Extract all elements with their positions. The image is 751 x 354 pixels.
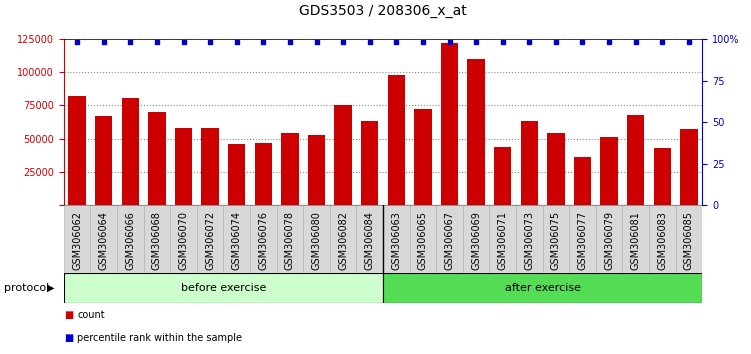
Text: GSM306063: GSM306063 <box>391 211 401 270</box>
Bar <box>330 205 357 273</box>
Text: ▶: ▶ <box>47 282 54 293</box>
Bar <box>255 143 272 205</box>
Bar <box>95 116 113 205</box>
Bar <box>649 205 676 273</box>
Bar <box>520 121 538 205</box>
Text: GSM306062: GSM306062 <box>72 211 82 270</box>
Text: ■: ■ <box>64 310 73 320</box>
Bar <box>201 128 219 205</box>
Bar <box>308 135 325 205</box>
Bar <box>676 205 702 273</box>
Bar <box>361 121 379 205</box>
Bar <box>623 205 649 273</box>
Bar <box>680 130 698 205</box>
Text: GSM306073: GSM306073 <box>524 211 534 270</box>
Bar <box>574 158 591 205</box>
Text: GSM306080: GSM306080 <box>312 211 321 270</box>
Text: GSM306083: GSM306083 <box>657 211 668 270</box>
Text: GSM306076: GSM306076 <box>258 211 268 270</box>
Bar <box>282 133 299 205</box>
Text: percentile rank within the sample: percentile rank within the sample <box>77 333 243 343</box>
Bar <box>224 205 250 273</box>
Bar <box>117 205 143 273</box>
Bar <box>122 97 139 205</box>
Text: GSM306077: GSM306077 <box>578 211 587 270</box>
Text: GSM306070: GSM306070 <box>179 211 189 270</box>
Bar <box>228 144 246 205</box>
Bar <box>569 205 596 273</box>
Text: GSM306067: GSM306067 <box>445 211 454 270</box>
Bar <box>250 205 276 273</box>
Bar <box>415 109 432 205</box>
Bar <box>357 205 383 273</box>
Text: GSM306064: GSM306064 <box>98 211 109 270</box>
Bar <box>303 205 330 273</box>
Bar <box>388 75 405 205</box>
Bar <box>463 205 490 273</box>
Bar <box>490 205 516 273</box>
Bar <box>334 105 351 205</box>
Bar <box>601 137 618 205</box>
Bar <box>441 43 458 205</box>
Text: GSM306071: GSM306071 <box>498 211 508 270</box>
Text: protocol: protocol <box>4 282 49 293</box>
Bar <box>197 205 224 273</box>
Bar <box>436 205 463 273</box>
Text: GSM306065: GSM306065 <box>418 211 428 270</box>
Text: GSM306068: GSM306068 <box>152 211 162 270</box>
Bar <box>148 112 165 205</box>
Text: GSM306069: GSM306069 <box>471 211 481 270</box>
Text: GSM306085: GSM306085 <box>684 211 694 270</box>
Text: GSM306082: GSM306082 <box>338 211 348 270</box>
Text: GSM306075: GSM306075 <box>551 211 561 270</box>
Bar <box>64 205 90 273</box>
Text: GSM306081: GSM306081 <box>631 211 641 270</box>
Bar <box>170 205 197 273</box>
Bar <box>143 205 170 273</box>
Bar <box>383 273 702 303</box>
Text: GSM306078: GSM306078 <box>285 211 295 270</box>
Bar <box>547 133 565 205</box>
Text: before exercise: before exercise <box>181 282 266 293</box>
Bar <box>494 147 511 205</box>
Text: GSM306084: GSM306084 <box>365 211 375 270</box>
Text: GSM306072: GSM306072 <box>205 211 215 270</box>
Bar <box>68 96 86 205</box>
Bar <box>64 273 383 303</box>
Bar <box>276 205 303 273</box>
Text: after exercise: after exercise <box>505 282 581 293</box>
Text: ■: ■ <box>64 333 73 343</box>
Bar <box>653 148 671 205</box>
Text: GSM306066: GSM306066 <box>125 211 135 270</box>
Bar <box>596 205 623 273</box>
Text: GSM306074: GSM306074 <box>232 211 242 270</box>
Bar <box>516 205 543 273</box>
Bar <box>383 205 409 273</box>
Text: GDS3503 / 208306_x_at: GDS3503 / 208306_x_at <box>299 4 467 18</box>
Bar <box>90 205 117 273</box>
Bar <box>409 205 436 273</box>
Bar <box>175 128 192 205</box>
Bar <box>543 205 569 273</box>
Text: GSM306079: GSM306079 <box>604 211 614 270</box>
Bar <box>627 115 644 205</box>
Bar <box>467 59 484 205</box>
Text: count: count <box>77 310 105 320</box>
